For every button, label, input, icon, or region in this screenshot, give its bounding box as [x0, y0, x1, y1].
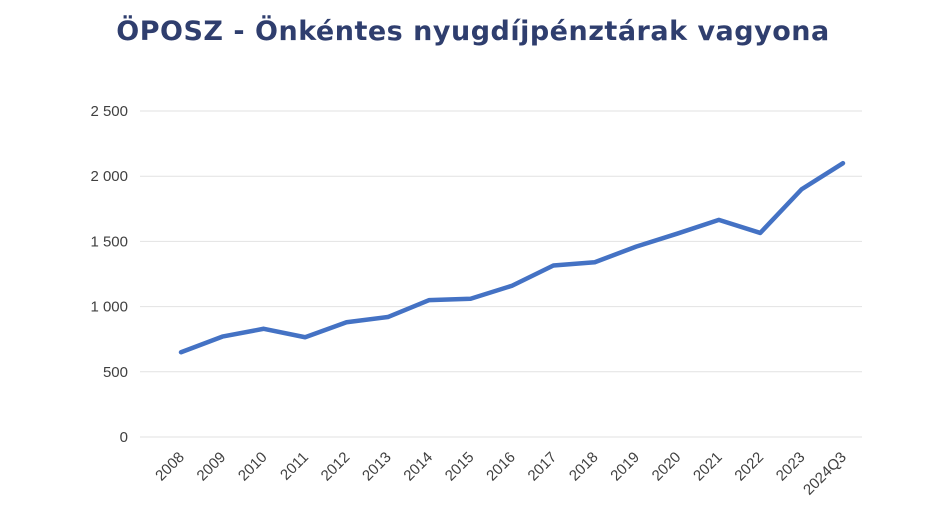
x-tick-label: 2020: [649, 449, 685, 485]
x-tick-label: 2017: [525, 449, 561, 485]
x-axis-ticks: 2008 2009 2010 2011 2012 2013 2014 2015 2016 2017…: [152, 449, 850, 499]
x-tick-label: 2015: [442, 449, 478, 485]
x-tick-label: 2018: [566, 449, 602, 485]
x-tick-label: 2009: [194, 449, 230, 485]
gridlines: [140, 110, 862, 438]
y-tick-label: 1 500: [90, 233, 128, 250]
x-tick-label: 2010: [235, 449, 271, 485]
y-tick-label: 0: [120, 429, 128, 446]
x-tick-label: 2013: [359, 449, 395, 485]
y-tick-label: 500: [103, 364, 128, 381]
x-tick-label: 2024Q3: [800, 449, 850, 499]
x-tick-label: 2008: [152, 449, 188, 485]
y-axis-ticks: 0 500 1 000 1 500 2 000 2 500: [90, 103, 128, 446]
chart-title: ÖPOSZ - Önkéntes nyugdíjpénztárak vagyon…: [116, 16, 830, 47]
x-tick-label: 2019: [607, 449, 643, 485]
x-tick-label: 2022: [731, 449, 767, 485]
y-tick-label: 2 500: [90, 103, 128, 120]
x-tick-label: 2021: [690, 449, 726, 485]
x-tick-label: 2012: [318, 449, 354, 485]
series-layer: [178, 160, 846, 355]
y-tick-label: 2 000: [90, 168, 128, 185]
series-line: [178, 160, 846, 355]
x-tick-label: 2023: [773, 449, 809, 485]
y-tick-label: 1 000: [90, 299, 128, 316]
x-tick-label: 2011: [277, 449, 312, 484]
x-tick-label: 2016: [483, 449, 519, 485]
x-tick-label: 2014: [400, 449, 436, 485]
